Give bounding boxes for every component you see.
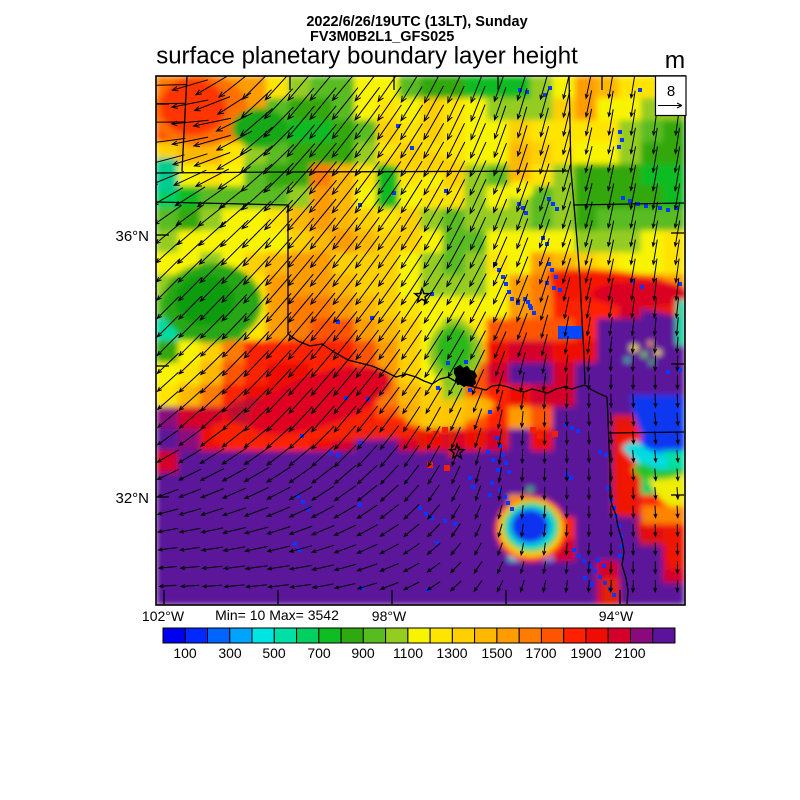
svg-text:100: 100 (173, 645, 197, 661)
svg-text:900: 900 (351, 645, 375, 661)
svg-text:32°N: 32°N (115, 490, 149, 507)
svg-text:surface planetary boundary lay: surface planetary boundary layer height (156, 43, 578, 70)
svg-text:2100: 2100 (614, 645, 645, 661)
svg-text:300: 300 (218, 645, 242, 661)
svg-text:1300: 1300 (436, 645, 467, 661)
svg-text:FV3M0B2L1_GFS025: FV3M0B2L1_GFS025 (310, 29, 454, 45)
svg-text:8: 8 (667, 83, 675, 100)
svg-text:102°W: 102°W (142, 608, 185, 624)
svg-text:1100: 1100 (393, 645, 423, 661)
svg-text:98°W: 98°W (372, 608, 407, 624)
svg-text:1700: 1700 (525, 645, 556, 661)
svg-text:Min= 10 Max= 3542: Min= 10 Max= 3542 (215, 607, 339, 623)
svg-text:2022/6/26/19UTC (13LT), Sunday: 2022/6/26/19UTC (13LT), Sunday (306, 14, 527, 30)
svg-text:36°N: 36°N (115, 228, 149, 245)
svg-text:1500: 1500 (481, 645, 512, 661)
svg-text:500: 500 (262, 645, 286, 661)
svg-text:1900: 1900 (570, 645, 601, 661)
svg-text:94°W: 94°W (599, 608, 634, 624)
svg-text:m: m (665, 47, 685, 74)
svg-text:700: 700 (307, 645, 331, 661)
